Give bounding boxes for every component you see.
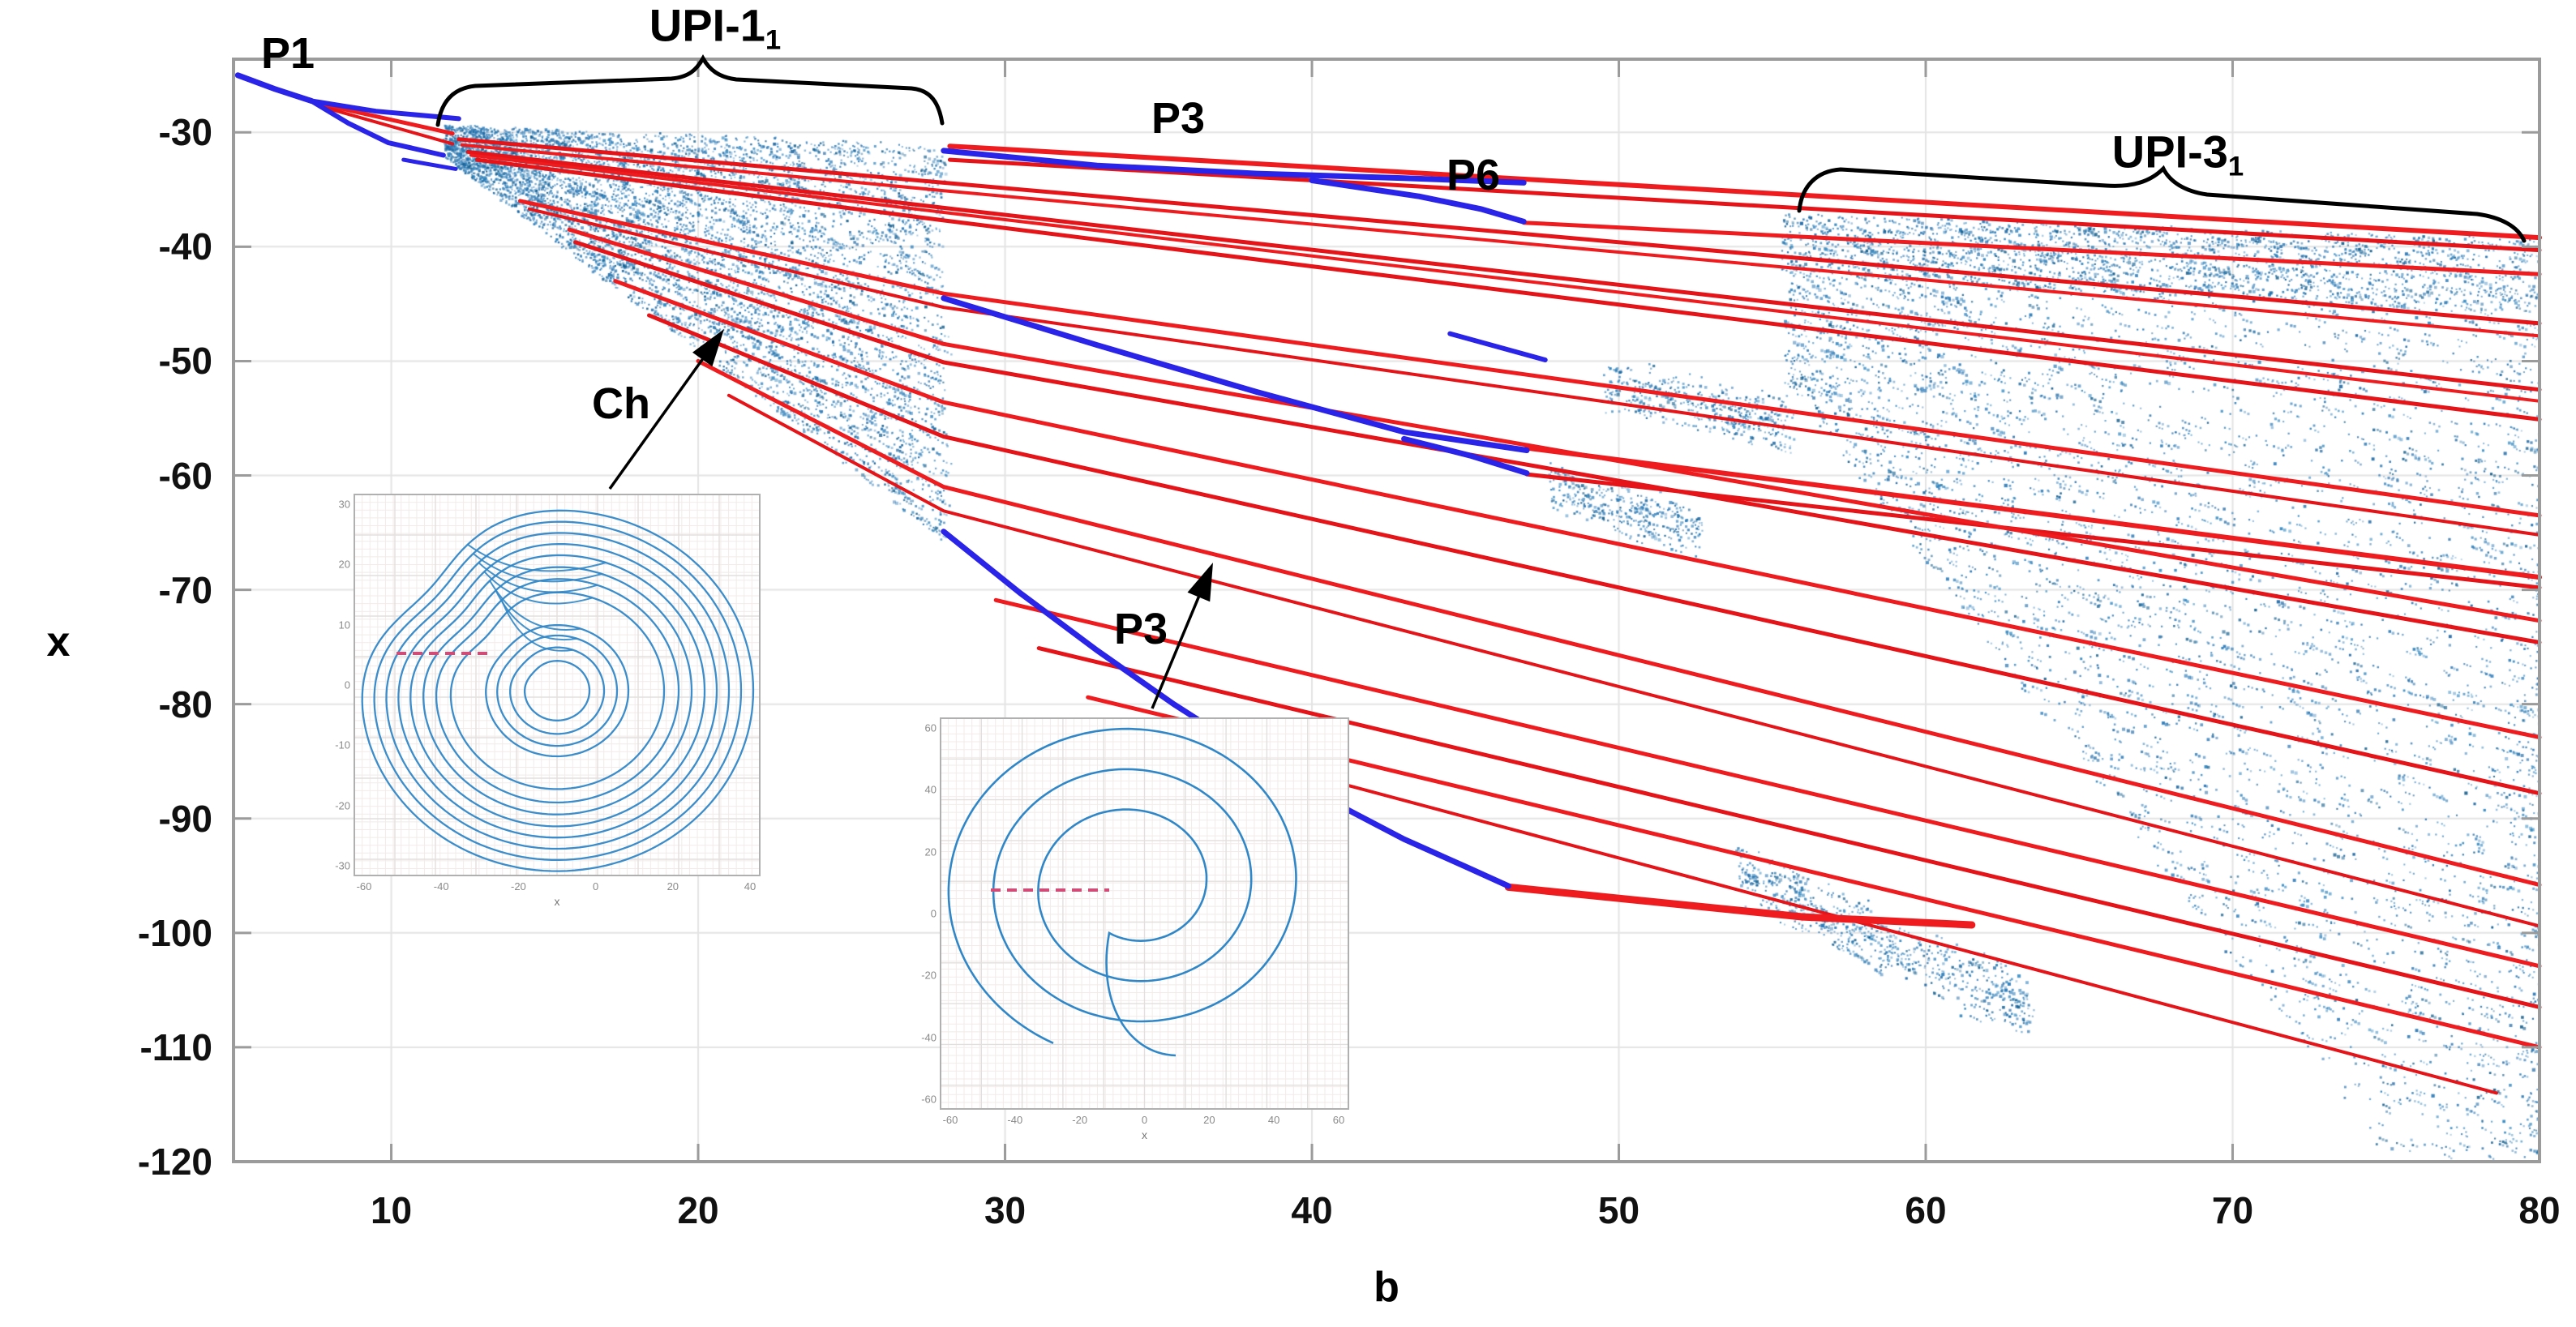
branch-line	[518, 199, 2542, 518]
x-axis-title: b	[1374, 1264, 1399, 1311]
attractor-loop	[409, 554, 706, 828]
branch-line	[309, 98, 446, 158]
attractor-loop	[509, 646, 606, 735]
attractor-loop	[449, 591, 666, 790]
branch-line	[1521, 220, 2542, 276]
inset-border	[354, 494, 761, 876]
attractor-loop	[361, 509, 755, 872]
branch-line	[465, 149, 2542, 392]
branch-line	[527, 207, 2541, 537]
branch-line	[1504, 883, 1976, 929]
annotation-arrow-head	[692, 329, 724, 367]
attractor-loop	[523, 660, 591, 721]
branch-line	[941, 295, 1530, 453]
attractor-fold	[500, 599, 573, 652]
attractor-fold	[467, 543, 606, 572]
branch-line	[475, 157, 2542, 422]
attractor-loop	[397, 542, 718, 839]
branch-line	[1036, 646, 2542, 1009]
inset-content	[941, 718, 1348, 1109]
branch-line	[941, 148, 1527, 186]
attractor-loop	[385, 532, 731, 850]
attractor-loop	[485, 623, 630, 758]
branch-line	[469, 153, 2541, 403]
attractor-fold	[495, 589, 577, 640]
branch-line	[1447, 331, 1548, 362]
label-upi-1-main: UPI-1	[649, 0, 765, 51]
branch-line	[947, 143, 2542, 241]
p3-orbit-inset	[940, 717, 1349, 1110]
attractor-loop	[422, 566, 693, 815]
label-upi-3-main: UPI-3	[2111, 126, 2228, 178]
y-axis-title: x	[46, 619, 71, 666]
axes-box	[232, 58, 2541, 1163]
chaotic-attractor-inset	[354, 494, 761, 876]
branch-line	[1401, 435, 1530, 477]
label-p3-inset: P3	[1113, 605, 1168, 653]
upi1-brace	[435, 54, 945, 127]
label-p1: P1	[260, 29, 315, 78]
branch-line	[947, 157, 2542, 253]
brace-annotations	[435, 54, 2527, 243]
arrow-annotations	[608, 329, 1213, 709]
unstable-red-branches	[312, 101, 2542, 1095]
branch-line	[322, 105, 455, 146]
label-p3-window: P3	[1151, 94, 1206, 143]
label-upi-3-sub: 1	[2227, 151, 2244, 182]
branch-line	[312, 101, 455, 136]
annotation-arrow-head	[1187, 563, 1213, 602]
branch-line	[567, 227, 2542, 623]
attractor-fold	[472, 553, 602, 583]
label-ch: Ch	[592, 379, 650, 428]
branch-line	[309, 98, 461, 122]
branch-line	[401, 157, 458, 171]
label-upi-3: UPI-31	[2112, 125, 2244, 182]
upi3-brace	[1797, 165, 2527, 243]
annotation-arrow-line	[608, 353, 708, 490]
plot-border	[232, 58, 2541, 1163]
branch-line	[613, 279, 2542, 740]
label-upi-1: UPI-11	[649, 0, 781, 57]
branch-line	[696, 358, 2542, 888]
branch-line	[727, 393, 2541, 928]
branch-line	[573, 240, 2542, 644]
attractor-loop	[373, 520, 743, 861]
label-p6: P6	[1446, 151, 1501, 199]
inset-content	[354, 494, 760, 875]
attractor-loop	[496, 634, 619, 747]
attractor-fold	[478, 562, 598, 593]
attractor-fold	[489, 580, 581, 631]
attractor-loop	[435, 578, 680, 804]
branch-line	[1120, 723, 2498, 1095]
inset-border	[940, 717, 1349, 1110]
branch-line	[234, 72, 315, 104]
branch-line	[1524, 445, 2542, 580]
branch-line	[456, 137, 2542, 326]
branch-line	[647, 313, 2542, 796]
label-upi-1-sub: 1	[765, 24, 782, 56]
p3-orbit-curve	[947, 727, 1297, 1057]
branch-line	[460, 143, 2541, 338]
attractor-fold	[483, 571, 593, 605]
branch-line	[1309, 178, 1527, 225]
annotation-arrow-line	[1151, 590, 1203, 709]
branch-line	[993, 597, 2542, 969]
